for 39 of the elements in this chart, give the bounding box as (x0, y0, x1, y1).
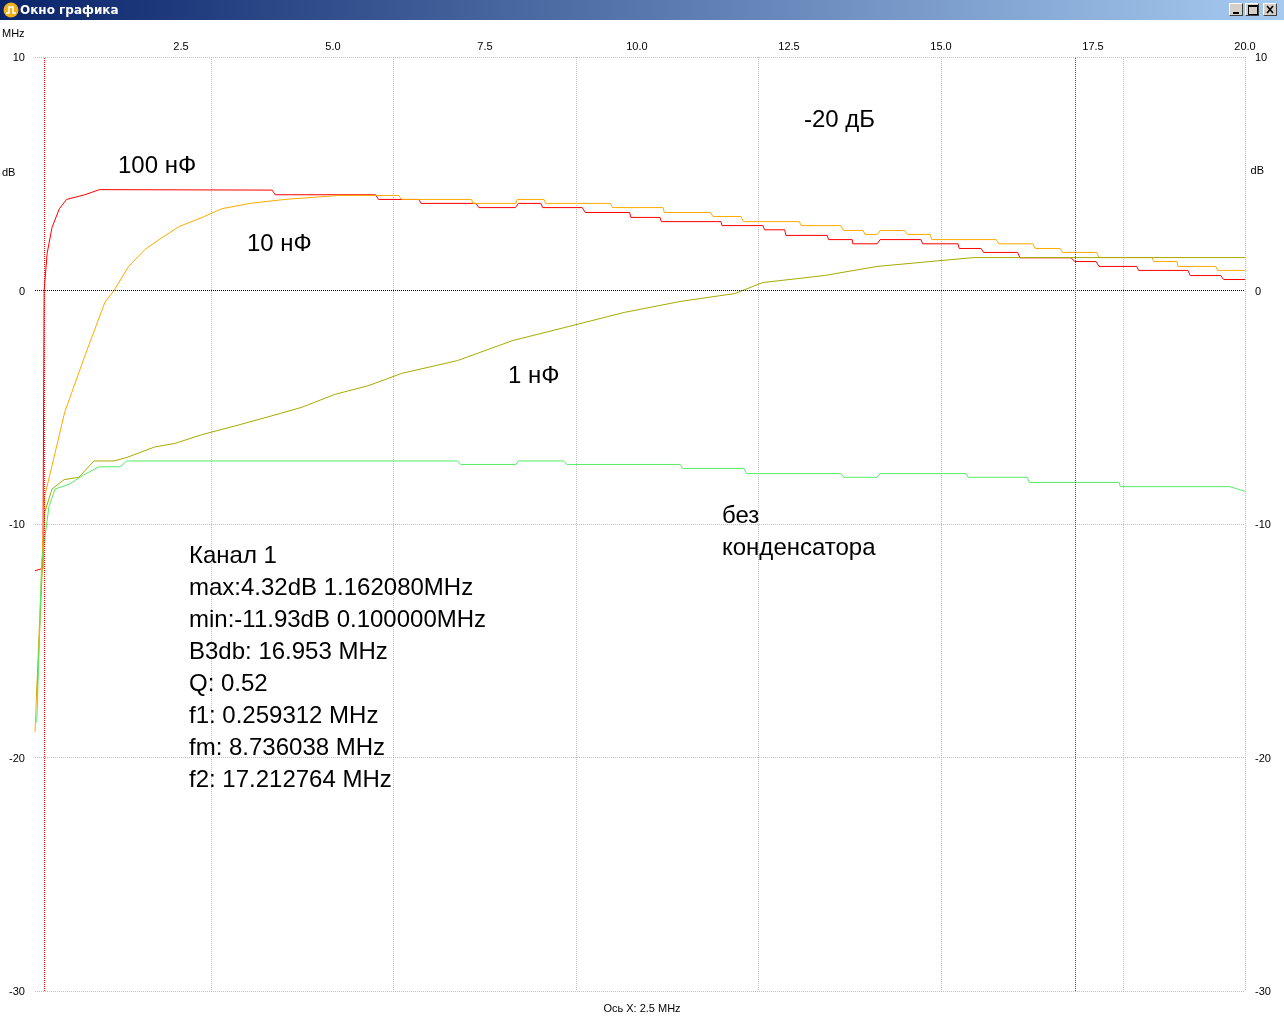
x-tick-label: 12.5 (778, 39, 800, 52)
y-tick-label: -20 (9, 751, 25, 764)
y-tick-label: 10 (12, 51, 25, 63)
annotation: min:-11.93dB 0.100000MHz (189, 604, 487, 632)
y2-tick-label: -20 (1255, 751, 1271, 764)
y-tick-label: 0 (18, 284, 25, 297)
y-tick-label: -10 (9, 518, 25, 530)
chart-title: Окно графика (20, 3, 119, 17)
x-tick-label: 15.0 (930, 39, 952, 52)
y2-tick-label: 10 (1255, 51, 1268, 63)
annotation: max:4.32dB 1.162080MHz (189, 572, 474, 600)
series-label: 10 нФ (247, 228, 312, 256)
x-tick-label: 5.0 (325, 39, 341, 52)
series-label: 1 нФ (508, 360, 560, 388)
annotation: B3db: 16.953 MHz (189, 636, 388, 664)
annotation: f2: 17.212764 MHz (189, 764, 392, 792)
y2-tick-label: -10 (1255, 518, 1271, 530)
series-label: 100 нФ (118, 150, 197, 178)
line-series (36, 257, 1246, 698)
text: Ось X: 2.5 MHz (603, 1001, 681, 1014)
y-tick-label: -30 (9, 985, 25, 997)
series-label: без конденсатора (722, 500, 877, 560)
x-tick-label: 2.5 (173, 39, 189, 52)
annotation: Канал 1 (189, 540, 277, 568)
annotation: Q: 0.52 (189, 668, 268, 696)
y-axis-title: dB (2, 165, 16, 178)
line-series (36, 460, 1246, 723)
x-tick-label: 20.0 (1234, 39, 1256, 52)
y2-tick-label: 0 (1255, 284, 1262, 297)
annotation: f1: 0.259312 MHz (189, 700, 379, 728)
x-axis-title: MHz (2, 26, 25, 39)
line-series (34, 194, 1246, 733)
y2-tick-label: -30 (1255, 985, 1271, 997)
annotation: fm: 8.736038 MHz (189, 732, 386, 760)
x-tick-label: 10.0 (626, 39, 648, 52)
y2-axis-title: dB (1250, 163, 1265, 176)
x-tick-label: 7.5 (477, 39, 493, 52)
x-tick-label: 17.5 (1082, 39, 1104, 52)
annotation: -20 дБ (804, 104, 876, 132)
